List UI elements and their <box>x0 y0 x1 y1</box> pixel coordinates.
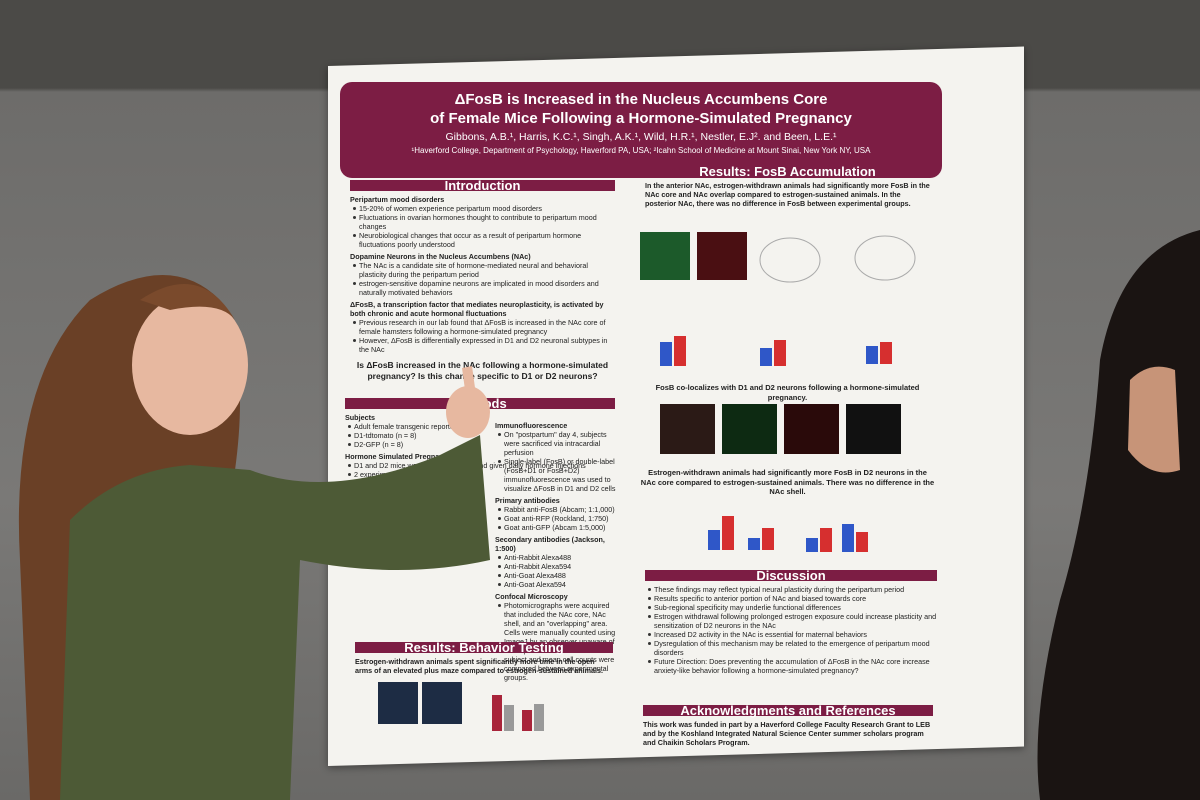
authors: Gibbons, A.B.¹, Harris, K.C.¹, Singh, A.… <box>445 131 837 143</box>
poster-header: ΔFosB is Increased in the Nucleus Accumb… <box>340 82 942 178</box>
bullet: Anti-Goat Alexa594 <box>495 580 620 589</box>
subheading: Dopamine Neurons in the Nucleus Accumben… <box>350 252 531 261</box>
discussion: Discussion These findings may reflect typ… <box>645 569 937 675</box>
subheading: ΔFosB, a transcription factor that media… <box>350 300 604 318</box>
bullet: Estrogen withdrawal following prolonged … <box>645 612 937 630</box>
bullet: However, ΔFosB is differentially express… <box>350 336 615 354</box>
bullet: Fluctuations in ovarian hormones thought… <box>350 213 615 231</box>
introduction: Introduction Peripartum mood disorders 15-… <box>350 179 615 382</box>
bullet: On "postpartum" day 4, subjects were sac… <box>495 430 620 457</box>
bullet: Anti-Rabbit Alexa488 <box>495 553 620 562</box>
acknowledgments: Acknowledgments and References This work … <box>643 704 933 747</box>
bullet: Goat anti-RFP (Rockland, 1:750) <box>495 514 620 523</box>
bullet: D2-GFP (n = 8) <box>345 440 615 449</box>
title-line: ΔFosB is Increased in the Nucleus Accumb… <box>454 91 828 108</box>
title-line: of Female Mice Following a Hormone-Simul… <box>430 110 852 127</box>
subheading: Primary antibodies <box>495 496 560 505</box>
bullet: Single-label (FosB) or double-label (Fos… <box>495 457 620 493</box>
subheading: Secondary antibodies (Jackson, 1:500) <box>495 535 605 553</box>
subheading: This work was funded in part by a Haverf… <box>643 720 931 747</box>
bullet: Neurobiological changes that occur as a … <box>350 231 615 249</box>
subheading: Hormone Simulated Pregnancy <box>345 452 452 461</box>
bullet: These findings may reflect typical neura… <box>645 585 937 594</box>
subheading: Confocal Microscopy <box>495 592 568 601</box>
bullet: Adult female transgenic reporter mice <box>345 422 615 431</box>
fosb-results: Results: FosB Accumulation In the anterio… <box>645 165 930 208</box>
bullet: Rabbit anti-FosB (Abcam; 1:1,000) <box>495 505 620 514</box>
subheading: Immunofluorescence <box>495 421 568 430</box>
micrographs <box>378 232 916 724</box>
section-heading: Acknowledgments and References <box>643 704 933 717</box>
bullet: Increased D2 activity in the NAc is esse… <box>645 630 937 639</box>
caption: Estrogen-withdrawn animals had significa… <box>640 468 935 496</box>
affiliations: ¹Haverford College, Department of Psycho… <box>411 146 871 155</box>
observer <box>1037 230 1200 800</box>
section-heading: Results: Behavior Testing <box>355 641 613 654</box>
subheading: Peripartum mood disorders <box>350 195 445 204</box>
bullet: Dysregulation of this mechanism may be r… <box>645 639 937 657</box>
bullet: Anti-Goat Alexa488 <box>495 571 620 580</box>
bullet: Anti-Rabbit Alexa594 <box>495 562 620 571</box>
section-heading: Introduction <box>350 179 615 192</box>
bullet: Future Direction: Does preventing the ac… <box>645 657 937 675</box>
poster-bar-charts <box>492 336 892 731</box>
bullet: Goat anti-GFP (Abcam 1:5,000) <box>495 523 620 532</box>
bullet: Previous research in our lab found that … <box>350 318 615 336</box>
bullet: Sub-regional specificity may underlie fu… <box>645 603 937 612</box>
bullet: estrogen-sensitive dopamine neurons are … <box>350 279 615 297</box>
bullet: The NAc is a candidate site of hormone-m… <box>350 261 615 279</box>
behavior-results: Results: Behavior Testing Estrogen-withdr… <box>355 641 613 675</box>
caption: FosB co-localizes with D1 and D2 neurons… <box>655 383 920 402</box>
bullet: 15-20% of women experience peripartum mo… <box>350 204 615 213</box>
bullet: D1-tdtomato (n = 8) <box>345 431 615 440</box>
subheading: Estrogen-withdrawn animals spent signifi… <box>355 657 604 675</box>
presenter <box>18 275 490 800</box>
subheading: Subjects <box>345 413 375 422</box>
subheading: In the anterior NAc, estrogen-withdrawn … <box>645 181 930 208</box>
section-heading: Results: FosB Accumulation <box>645 165 930 178</box>
research-question: Is ΔFosB increased in the NAc following … <box>356 360 609 381</box>
section-heading: Discussion <box>645 569 937 582</box>
bullet: Results specific to anterior portion of … <box>645 594 937 603</box>
